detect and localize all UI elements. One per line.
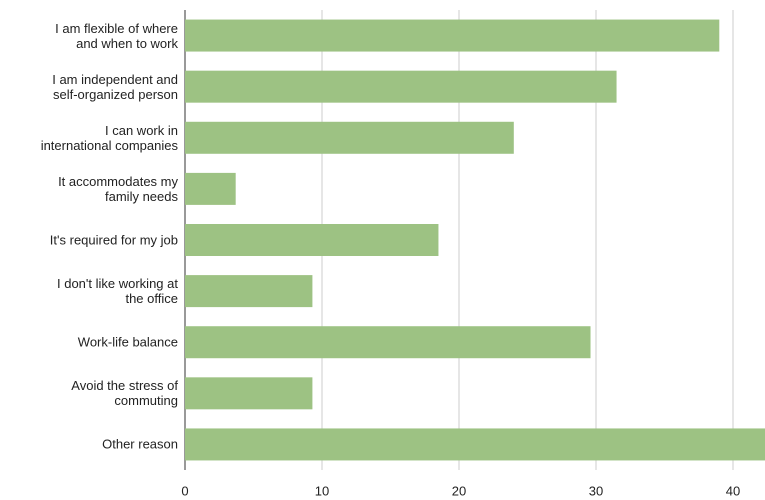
bar — [185, 19, 720, 52]
y-tick-label: Avoid the stress of commuting — [71, 378, 178, 409]
bar — [185, 428, 765, 461]
x-tick-label: 10 — [315, 483, 329, 498]
y-tick-label: It's required for my job — [49, 232, 178, 248]
bar — [185, 275, 313, 308]
x-tick-label: 0 — [181, 483, 188, 498]
bar — [185, 70, 617, 103]
y-tick-label: It accommodates my family needs — [58, 173, 178, 204]
x-tick-label: 20 — [452, 483, 466, 498]
y-tick-label: I don't like working at the office — [57, 276, 178, 307]
y-tick-label: I am independent and self-organized pers… — [52, 71, 178, 102]
y-tick-label: I can work in international companies — [40, 122, 178, 153]
bar — [185, 172, 236, 205]
x-tick-label: 30 — [589, 483, 603, 498]
x-tick-label: 40 — [726, 483, 740, 498]
bar — [185, 121, 514, 154]
y-tick-label: Work-life balance — [77, 334, 178, 350]
y-tick-label: I am flexible of where and when to work — [55, 20, 178, 51]
y-tick-label: Other reason — [102, 436, 178, 452]
bar — [185, 326, 591, 359]
bar — [185, 377, 313, 410]
bar — [185, 224, 439, 256]
